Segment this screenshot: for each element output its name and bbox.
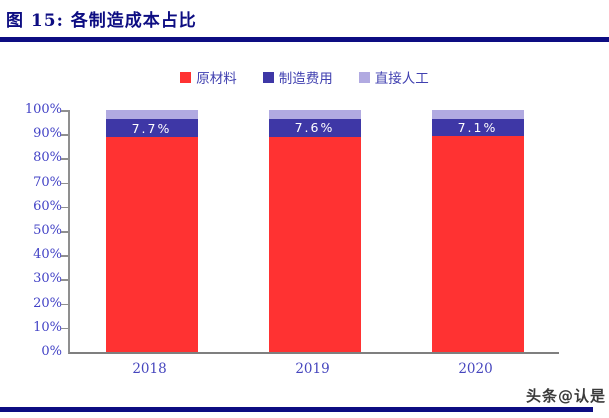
bottom-divider	[0, 407, 593, 412]
y-tick-label: 90%	[33, 126, 62, 142]
bar-data-label: 7.7%	[131, 120, 172, 136]
legend-item-2: 直接人工	[358, 67, 429, 87]
bar-data-label: 7.6%	[294, 120, 335, 136]
x-tick-label: 2018	[132, 361, 167, 377]
bar-segment	[268, 110, 361, 119]
stacked-bar-2020: 7.1%	[431, 110, 524, 352]
y-tick-mark	[61, 134, 68, 136]
y-tick-label: 0%	[41, 344, 62, 359]
y-tick-label: 70%	[33, 174, 62, 190]
legend-swatch-icon	[180, 71, 192, 83]
y-tick-mark	[61, 303, 68, 306]
stacked-bar-2018: 7.7%	[105, 110, 198, 352]
legend-swatch-icon	[262, 71, 274, 83]
legend-item-0: 原材料	[180, 67, 237, 87]
y-tick-mark	[61, 255, 68, 257]
bar-segment	[105, 110, 198, 119]
y-tick-mark	[61, 110, 68, 112]
watermark: 头条@认是	[525, 387, 606, 405]
title-underline	[0, 37, 609, 42]
bar-segment: 7.1%	[431, 118, 524, 137]
y-tick-label: 50%	[33, 223, 62, 238]
legend-label: 直接人工	[374, 71, 429, 87]
legend-label: 原材料	[196, 71, 237, 87]
y-tick-mark	[61, 231, 68, 233]
bar-segment: 7.7%	[105, 118, 198, 138]
bar-segment	[268, 137, 361, 352]
y-tick-mark	[61, 206, 68, 209]
legend-label: 制造费用	[278, 71, 333, 87]
x-tick-label: 2020	[458, 361, 493, 377]
y-tick-label: 20%	[33, 295, 62, 311]
y-tick-label: 60%	[33, 198, 62, 214]
y-tick-mark	[61, 327, 68, 330]
plot-area: 7.7% 7.6% 7.1%	[68, 110, 559, 354]
chart-legend: 原材料 制造费用 直接人工	[0, 67, 609, 87]
bar-data-label: 7.1%	[457, 120, 498, 136]
figure-title: 图 15: 各制造成本占比	[6, 11, 197, 31]
y-tick-label: 10%	[33, 319, 62, 335]
bar-segment	[431, 110, 524, 119]
x-tick-label: 2019	[295, 361, 330, 377]
stacked-bar-2019: 7.6%	[268, 110, 361, 352]
legend-item-1: 制造费用	[262, 67, 333, 87]
y-tick-label: 100%	[24, 102, 62, 117]
y-tick-label: 30%	[33, 271, 62, 287]
y-tick-label: 40%	[33, 247, 62, 263]
bar-segment: 7.6%	[268, 118, 361, 138]
y-tick-label: 80%	[33, 150, 62, 166]
bar-segment	[105, 137, 198, 352]
bar-segment	[431, 136, 524, 352]
y-tick-mark	[61, 279, 68, 281]
y-tick-mark	[61, 182, 68, 185]
legend-swatch-icon	[358, 71, 370, 83]
y-tick-mark	[61, 158, 68, 160]
